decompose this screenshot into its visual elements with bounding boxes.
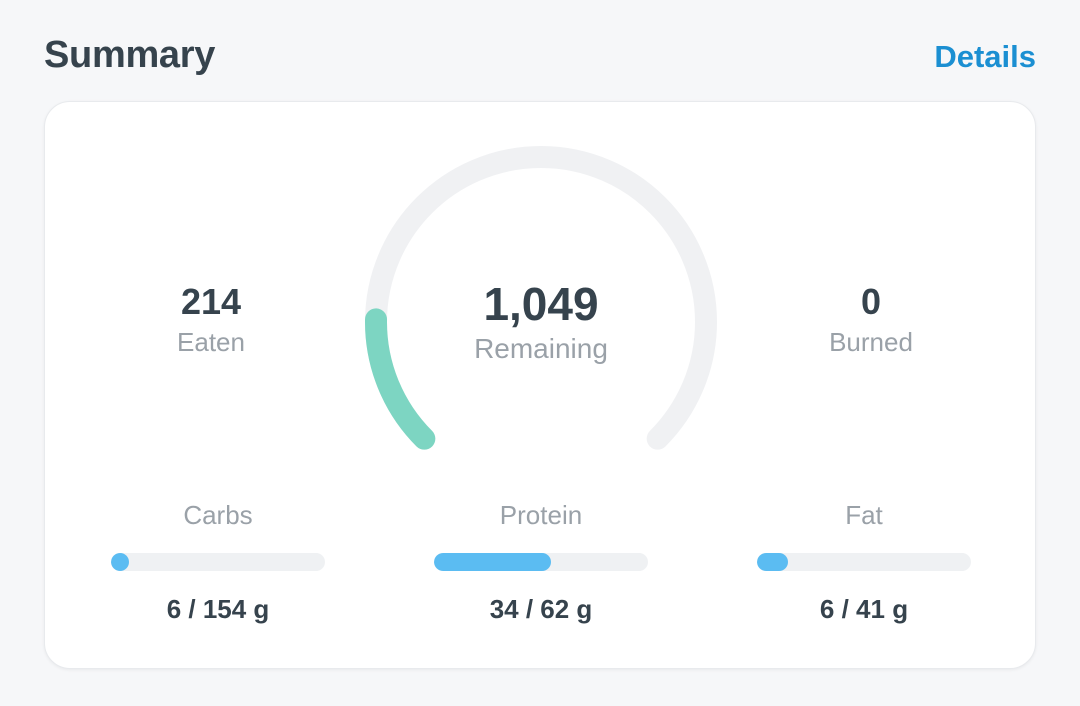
remaining-label: Remaining xyxy=(474,333,608,364)
macro-progress-fill xyxy=(757,553,789,571)
macro-progress-track xyxy=(757,553,971,571)
macro-progress-track xyxy=(434,553,648,571)
calorie-gauge xyxy=(365,146,717,450)
remaining-value: 1,049 xyxy=(483,278,599,330)
page-title: Summary xyxy=(44,34,216,76)
macro-label: Protein xyxy=(499,500,583,530)
eaten-stat: 214 Eaten xyxy=(111,282,311,358)
macro-progress-track xyxy=(111,553,325,571)
burned-label: Burned xyxy=(829,327,913,357)
macro-fat: Fat 6 / 41 g xyxy=(757,499,971,625)
burned-stat: 0 Burned xyxy=(771,282,971,358)
macro-amount: 6 / 154 g xyxy=(166,594,270,624)
macro-protein: Protein 34 / 62 g xyxy=(434,499,648,625)
gauge-progress xyxy=(365,308,436,450)
macro-progress-fill xyxy=(434,553,552,571)
macro-carbs: Carbs 6 / 154 g xyxy=(111,499,325,625)
macro-label: Carbs xyxy=(183,500,253,530)
eaten-label: Eaten xyxy=(177,327,245,357)
summary-card: 214 Eaten 1,049 Remaining 0 Burned Carbs… xyxy=(44,101,1036,669)
macro-amount: 34 / 62 g xyxy=(489,594,593,624)
macro-label: Fat xyxy=(845,500,883,530)
macro-amount: 6 / 41 g xyxy=(819,594,909,624)
eaten-value: 214 xyxy=(180,281,242,322)
macro-progress-fill xyxy=(111,553,129,571)
burned-value: 0 xyxy=(860,281,882,322)
remaining-stat: 1,049 Remaining xyxy=(391,278,691,366)
details-link[interactable]: Details xyxy=(934,39,1036,74)
